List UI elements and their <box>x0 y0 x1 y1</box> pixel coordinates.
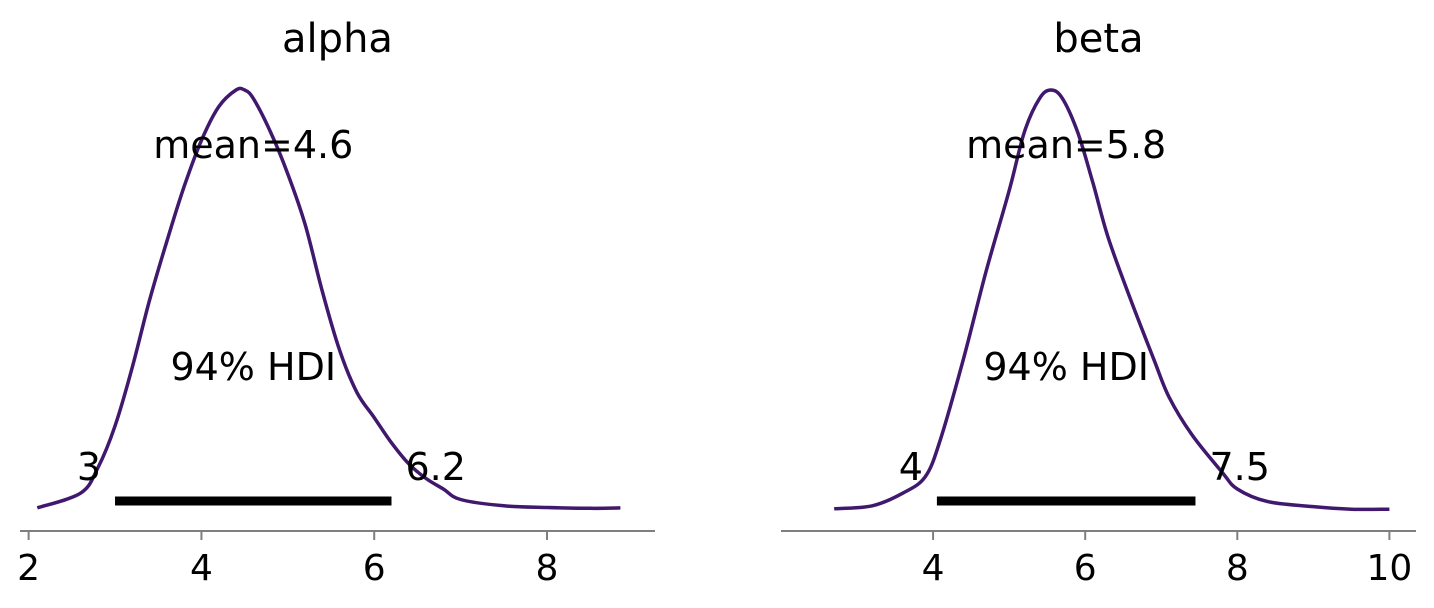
hdi-label: 94% HDI <box>983 345 1149 389</box>
x-tick-label: 10 <box>1366 548 1412 589</box>
mean-label: mean=4.6 <box>153 123 353 167</box>
panel-alpha: alpha mean=4.6 94% HDI 3 6.2 2 4 6 8 <box>17 16 655 589</box>
hdi-low-label: 4 <box>899 445 923 489</box>
mean-label: mean=5.8 <box>966 123 1166 167</box>
x-tick-label: 2 <box>17 548 40 589</box>
x-tick-label: 6 <box>1074 548 1097 589</box>
chart-title: beta <box>1053 16 1143 62</box>
x-tick-label: 4 <box>922 548 945 589</box>
density-line <box>834 88 1390 512</box>
hdi-label: 94% HDI <box>170 345 336 389</box>
x-tick-label: 4 <box>190 548 213 589</box>
x-tick-label: 8 <box>536 548 559 589</box>
hdi-high-label: 6.2 <box>405 445 465 489</box>
chart-title: alpha <box>282 16 393 62</box>
density-line <box>36 86 621 511</box>
hdi-low-label: 3 <box>77 445 101 489</box>
hdi-high-label: 7.5 <box>1209 445 1269 489</box>
x-tick-label: 8 <box>1226 548 1249 589</box>
x-tick-label: 6 <box>363 548 386 589</box>
panel-beta: beta mean=5.8 94% HDI 4 7.5 4 6 8 10 <box>781 16 1416 589</box>
